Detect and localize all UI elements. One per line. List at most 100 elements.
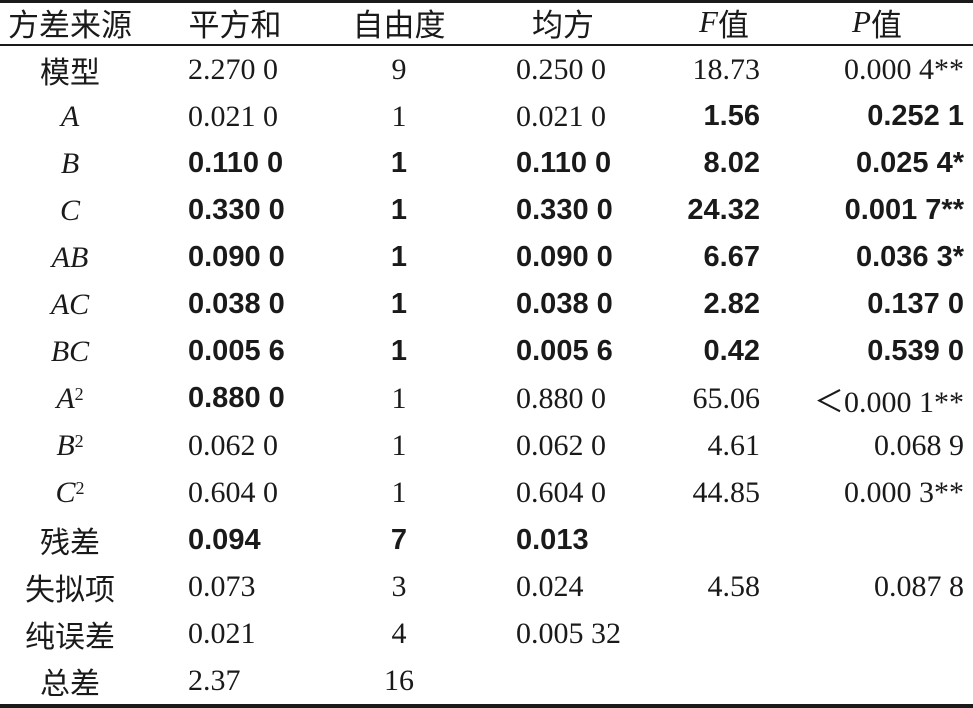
header-source: 方差来源 <box>8 7 132 43</box>
source-label: 模型 <box>40 56 100 90</box>
table-row: B 2 0.062 0 1 0.062 0 4.61 0.068 9 <box>0 422 973 469</box>
cell-sum-of-squares: 2.270 0 <box>188 52 278 86</box>
source-label: A <box>60 99 80 133</box>
header-suffix: 值 <box>870 7 902 43</box>
table-row: BC 0.005 6 1 0.005 6 0.42 0.539 0 <box>0 328 973 375</box>
cell-sum-of-squares: 0.110 0 <box>188 147 284 180</box>
table-row: C 2 0.604 0 1 0.604 0 44.85 0.000 3** <box>0 469 973 516</box>
cell-degrees-of-freedom: 7 <box>390 523 408 556</box>
header-italic-letter: F <box>699 4 718 39</box>
table-row: C 0.330 0 1 0.330 0 24.32 0.001 7** <box>0 187 973 234</box>
table-row: A 2 0.880 0 1 0.880 0 65.06 ＜0.000 1** <box>0 375 973 422</box>
table-top-rule <box>0 0 973 3</box>
cell-p-value: 0.001 7** <box>844 194 964 227</box>
cell-p-value: 0.087 8 <box>874 570 964 604</box>
cell-mean-square: 0.005 32 <box>516 617 621 651</box>
header-sum-of-squares: 平方和 <box>188 7 282 43</box>
cell-p-value <box>790 611 964 658</box>
cell-degrees-of-freedom: 1 <box>390 194 408 227</box>
cell-f-value <box>664 658 760 705</box>
cell-mean-square: 0.250 0 <box>516 52 606 86</box>
cell-degrees-of-freedom: 1 <box>391 381 407 415</box>
header-suffix: 值 <box>717 7 749 43</box>
source-exponent: 2 <box>74 384 84 405</box>
cell-degrees-of-freedom: 1 <box>391 475 407 509</box>
cell-source: B <box>0 140 140 187</box>
cell-sum-of-squares: 0.094 <box>188 523 261 556</box>
cell-f-value <box>664 611 760 658</box>
cell-source: BC <box>0 328 140 375</box>
source-label: AC <box>50 287 90 321</box>
cell-source: 模型 <box>0 46 140 93</box>
cell-f-value: 0.42 <box>703 335 760 368</box>
table-bottom-rule <box>0 704 973 708</box>
source-label: 残差 <box>40 527 100 560</box>
cell-p-value: ＜0.000 1** <box>814 385 964 419</box>
cell-p-value: 0.000 3** <box>844 475 964 509</box>
cell-source: AB <box>0 234 140 281</box>
cell-mean-square: 0.013 <box>516 523 589 556</box>
cell-f-value: 44.85 <box>692 475 761 509</box>
table-row: AB 0.090 0 1 0.090 0 6.67 0.036 3* <box>0 234 973 281</box>
cell-sum-of-squares: 0.021 0 <box>188 99 278 133</box>
cell-f-value: 4.61 <box>707 428 761 462</box>
table-row: 总差 2.37 16 <box>0 658 973 705</box>
cell-mean-square: 0.110 0 <box>516 147 612 180</box>
cell-source: C <box>0 187 140 234</box>
cell-mean-square: 0.604 0 <box>516 475 606 509</box>
cell-mean-square <box>516 658 666 705</box>
cell-mean-square: 0.880 0 <box>516 381 606 415</box>
cell-source: 纯误差 <box>0 611 140 658</box>
cell-p-value: 0.000 4** <box>844 52 964 86</box>
cell-f-value: 18.73 <box>692 52 761 86</box>
source-label: 总差 <box>40 668 100 702</box>
cell-degrees-of-freedom: 1 <box>390 335 408 368</box>
cell-degrees-of-freedom: 1 <box>390 147 408 180</box>
table-row: 失拟项 0.073 3 0.024 4.58 0.087 8 <box>0 564 973 611</box>
header-degrees-of-freedom: 自由度 <box>352 7 446 43</box>
cell-degrees-of-freedom: 16 <box>384 664 414 698</box>
table-row: AC 0.038 0 1 0.038 0 2.82 0.137 0 <box>0 281 973 328</box>
cell-p-value: 0.252 1 <box>867 100 964 133</box>
cell-degrees-of-freedom: 1 <box>390 241 408 274</box>
table-row: A 0.021 0 1 0.021 0 1.56 0.252 1 <box>0 93 973 140</box>
cell-degrees-of-freedom: 3 <box>391 570 407 604</box>
source-label: AB <box>51 240 89 274</box>
cell-f-value: 2.82 <box>703 288 760 321</box>
cell-sum-of-squares: 0.880 0 <box>188 382 285 415</box>
table-header-rule <box>0 44 973 46</box>
cell-mean-square: 0.021 0 <box>516 99 606 133</box>
cell-source: 总差 <box>0 658 140 705</box>
source-label: C <box>55 475 76 509</box>
cell-source: 残差 <box>0 517 140 564</box>
source-exponent: 2 <box>75 478 85 499</box>
cell-sum-of-squares: 0.073 <box>188 570 256 604</box>
cell-p-value: 0.036 3* <box>855 241 964 274</box>
cell-f-value <box>664 517 760 564</box>
cell-p-value <box>790 517 964 564</box>
cell-p-value: 0.068 9 <box>874 428 964 462</box>
cell-sum-of-squares: 0.090 0 <box>188 241 285 274</box>
table-row: B 0.110 0 1 0.110 0 8.02 0.025 4* <box>0 140 973 187</box>
cell-degrees-of-freedom: 9 <box>391 52 407 86</box>
cell-source: AC <box>0 281 140 328</box>
cell-source: A <box>0 93 140 140</box>
cell-p-value <box>790 658 964 705</box>
cell-sum-of-squares: 0.062 0 <box>188 428 278 462</box>
cell-mean-square: 0.090 0 <box>516 241 613 274</box>
cell-f-value: 65.06 <box>692 381 761 415</box>
cell-source: 失拟项 <box>0 564 140 611</box>
cell-f-value: 24.32 <box>687 194 760 227</box>
header-italic-letter: P <box>852 4 871 39</box>
source-label: C <box>59 193 80 227</box>
cell-p-value: 0.539 0 <box>867 335 964 368</box>
source-label: BC <box>50 334 90 368</box>
cell-degrees-of-freedom: 1 <box>390 288 408 321</box>
cell-f-value: 6.67 <box>703 241 760 274</box>
